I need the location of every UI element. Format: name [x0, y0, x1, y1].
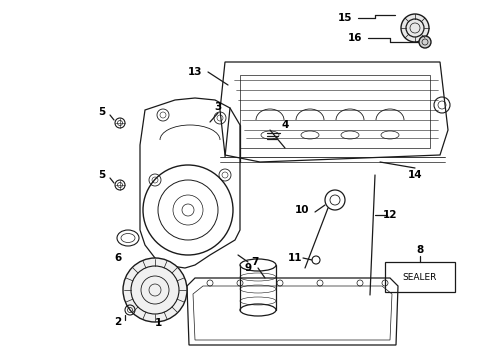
Text: 16: 16 [348, 33, 362, 43]
Text: 8: 8 [416, 245, 424, 255]
Circle shape [123, 258, 187, 322]
Bar [385, 262, 455, 292]
Text: 9: 9 [245, 263, 251, 273]
Text: 1: 1 [154, 318, 162, 328]
Circle shape [419, 36, 431, 48]
Text: 5: 5 [98, 107, 106, 117]
Text: 15: 15 [338, 13, 352, 23]
Text: 6: 6 [114, 253, 122, 263]
Text: 4: 4 [281, 120, 289, 130]
Text: 13: 13 [188, 67, 202, 77]
Text: 2: 2 [114, 317, 122, 327]
Text: 11: 11 [288, 253, 302, 263]
Text: 10: 10 [295, 205, 309, 215]
Circle shape [401, 14, 429, 42]
Text: SEALER: SEALER [403, 273, 437, 282]
Text: 12: 12 [383, 210, 397, 220]
Text: 14: 14 [408, 170, 422, 180]
Text: 7: 7 [251, 257, 259, 267]
Text: 5: 5 [98, 170, 106, 180]
Text: 3: 3 [215, 102, 221, 112]
